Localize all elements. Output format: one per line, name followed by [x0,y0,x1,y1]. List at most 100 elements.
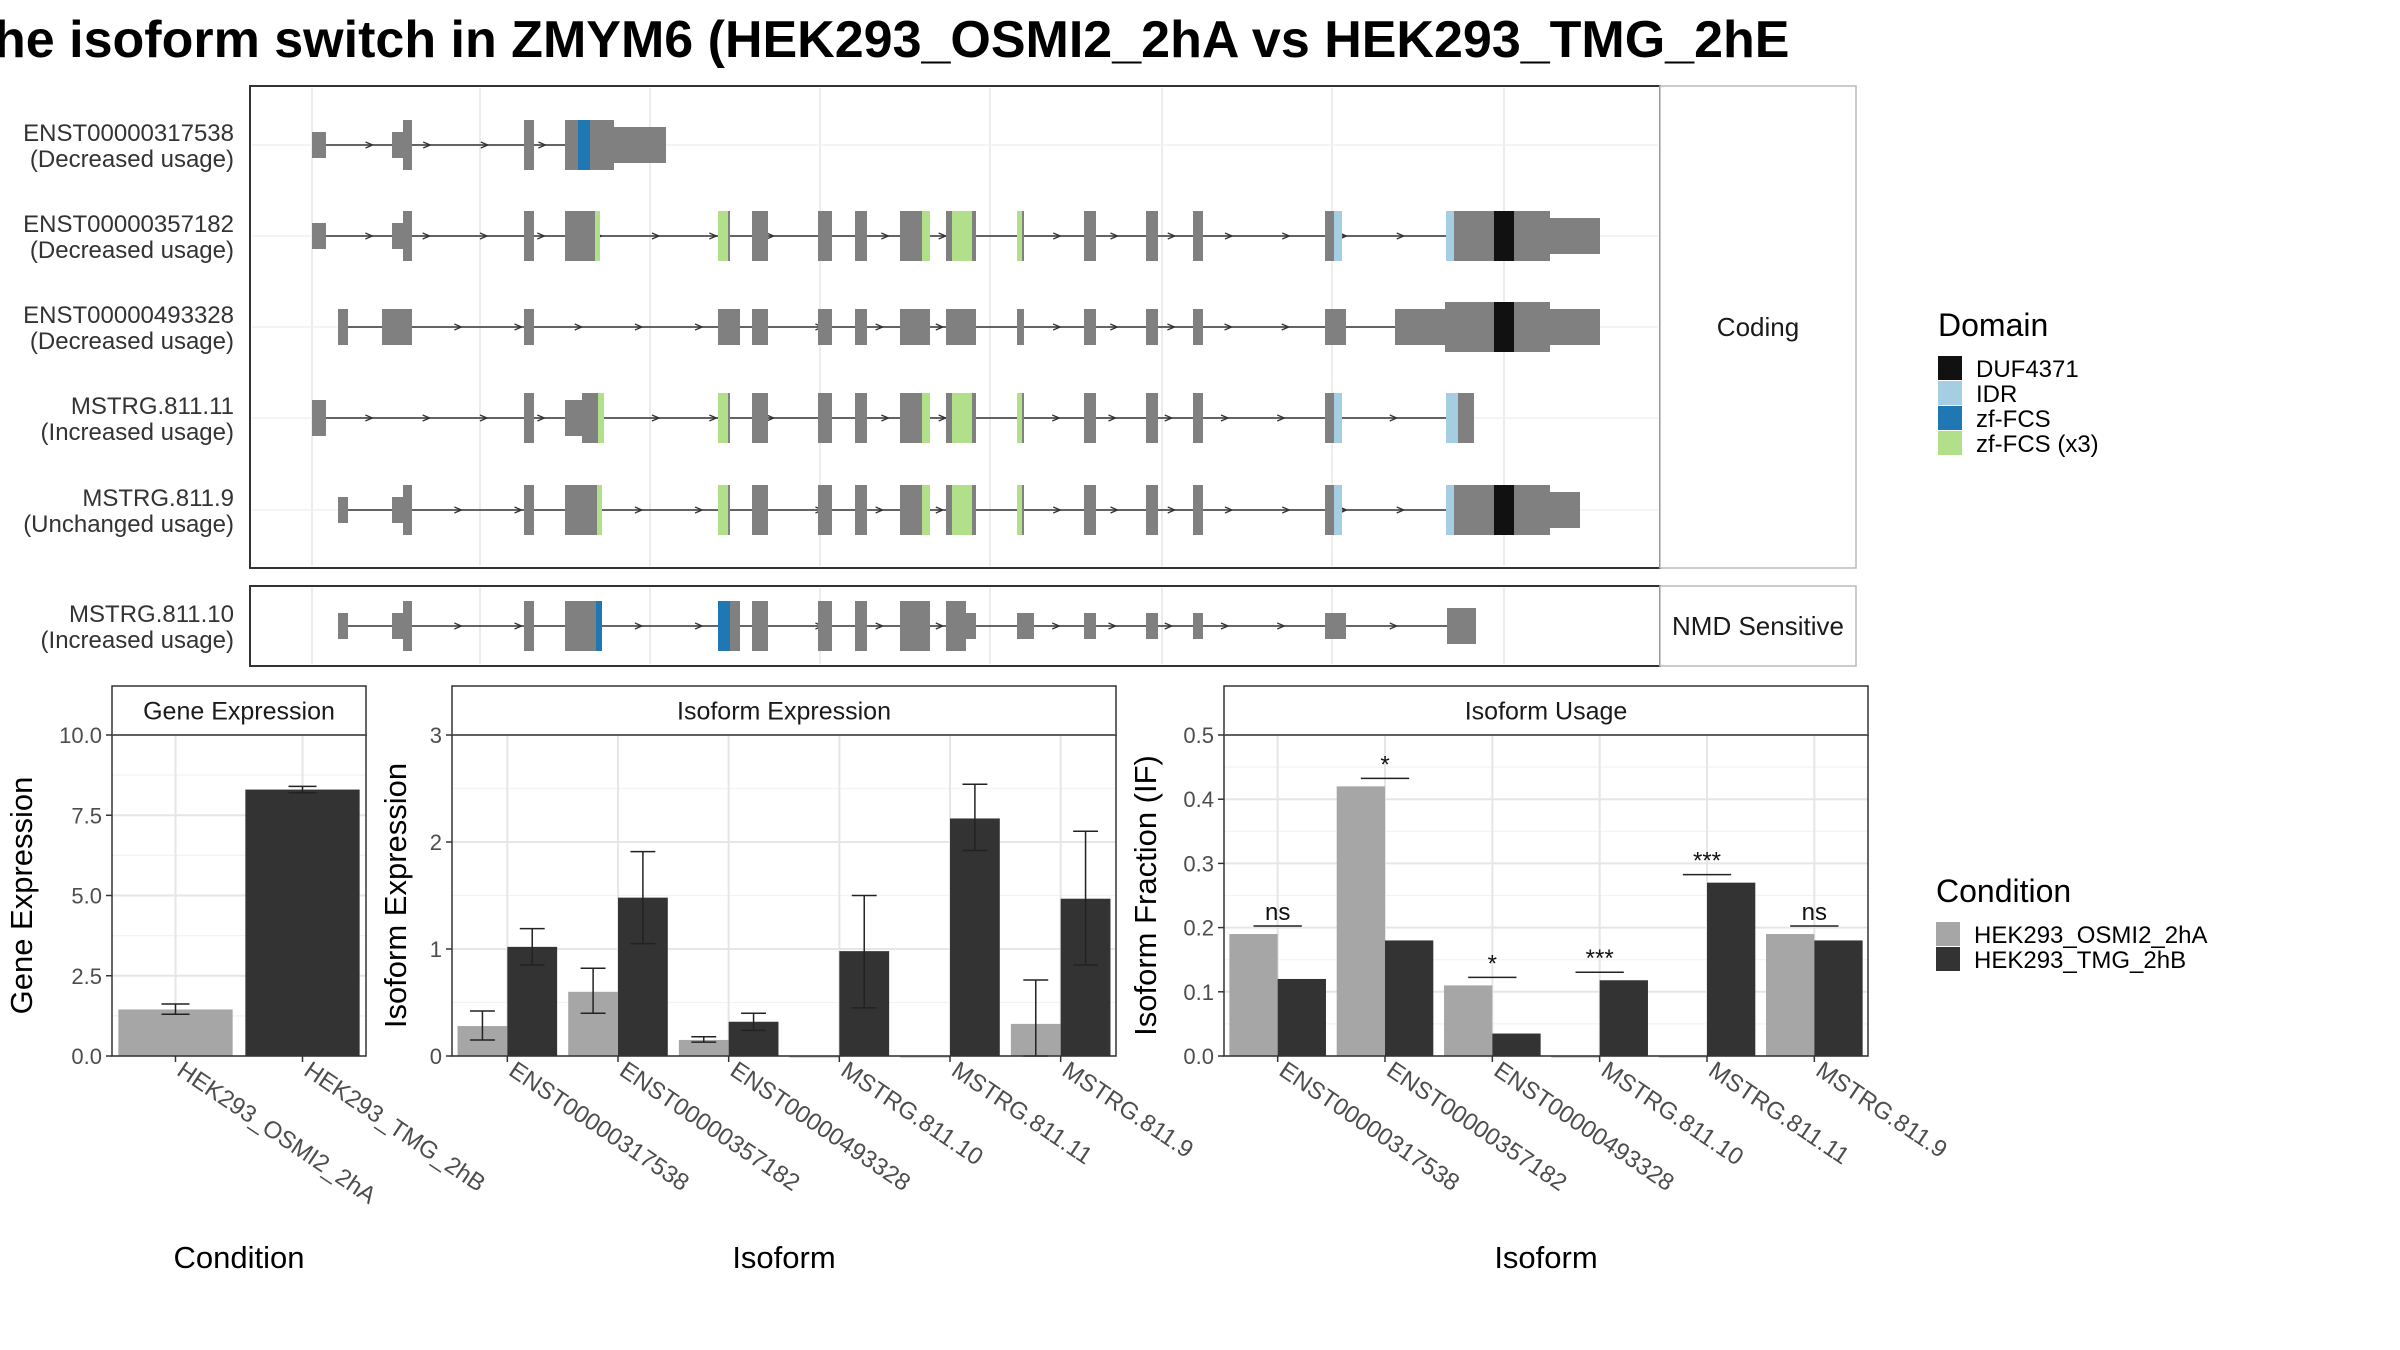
figure-title: he isoform switch in ZMYM6 (HEK293_OSMI2… [0,11,1789,69]
y-tick-label: 7.5 [71,803,102,828]
intron-arrow [1164,414,1174,422]
intron-arrow [422,141,432,149]
domain-duf4371 [1494,485,1514,535]
domain-zf-fcs-x3 [718,211,728,261]
legend-label-zf-fcs: zf-FCS [1976,406,2051,433]
intron-arrow [938,232,948,240]
x-axis-title: Isoform [1494,1240,1597,1275]
x-tick-label: ENST00000317538 [1274,1057,1464,1197]
exon [565,211,598,261]
domain-zf-fcs-x3 [952,211,958,261]
intron-arrow [766,414,776,422]
nmd-strip [1659,585,1857,667]
legend-label-duf4371: DUF4371 [1976,356,2079,383]
bar [1229,934,1278,1056]
domain-idr [1334,485,1342,535]
transcript-usage-label: (Decreased usage) [30,146,234,173]
y-tick-label: 0.1 [1183,980,1214,1005]
domain-legend-title: Domain [1938,307,2048,343]
intron-arrow [881,232,890,240]
exon [855,601,867,651]
exon [1193,309,1203,345]
transcript-id-label: MSTRG.811.9 [82,485,234,512]
exon [946,211,952,261]
y-tick-label: 10.0 [59,723,102,748]
intron-arrow [365,141,375,149]
intron-arrow [1220,414,1230,422]
exon [382,309,412,345]
intron-arrow [479,232,489,240]
exon [524,393,534,443]
x-axis-title: Isoform [732,1240,835,1275]
legend-label-zf-fcs-x3: zf-FCS (x3) [1976,431,2099,458]
chart-title: Isoform Expression [677,698,891,726]
intron-arrow [1220,622,1230,630]
facet-strip [111,685,367,736]
exon [946,309,976,345]
intron-arrow [634,323,644,331]
exon [1084,485,1096,535]
exon [1550,309,1600,345]
domain-duf4371 [1494,211,1514,261]
exon [403,211,412,261]
intron-arrow [1167,232,1177,240]
exon [312,400,326,436]
domain-idr [1334,393,1342,443]
legend-label-idr: IDR [1976,381,2017,408]
gene-expression-chart: Gene Expression0.02.55.07.510.0HEK293_OS… [4,685,490,1275]
intron-arrow [574,323,584,331]
exon [338,497,348,523]
bar [1277,978,1326,1056]
nmd-strip-label: NMD Sensitive [1672,611,1844,641]
exon [1146,613,1158,639]
exon [752,393,768,443]
intron-arrow [938,414,948,422]
domain-zf-fcs-x3 [597,485,602,535]
transcript-structure-panel: Coding NMD Sensitive ENST00000317538(Dec… [23,85,1857,667]
exon [312,132,326,158]
exon [752,485,768,535]
exon [1193,613,1203,639]
exon [818,309,832,345]
intron-arrow [935,323,945,331]
exon [338,613,348,639]
exon [1146,485,1158,535]
exon [1193,485,1203,535]
intron-arrow [694,323,704,331]
y-tick-label: 3 [430,723,442,748]
y-tick-label: 5.0 [71,884,102,909]
bar [950,818,1000,1056]
exon [524,601,534,651]
significance-label: * [1380,751,1389,778]
bar [1814,940,1863,1056]
intron-arrow [875,506,885,514]
intron-arrow [875,622,885,630]
transcript-usage-label: (Unchanged usage) [23,511,234,538]
significance-label: *** [1586,945,1614,972]
exon [1447,608,1476,644]
transcript-row-enst00000317538 [312,120,666,170]
condition-legend-title: Condition [1936,873,2071,909]
domain-zf-fcs-x3 [1017,485,1022,535]
significance-label: *** [1693,848,1721,875]
exon [392,223,404,249]
intron-arrow [1281,506,1291,514]
intron-arrow [365,414,374,422]
exon [338,309,348,345]
coding-strip-label: Coding [1717,312,1799,342]
y-tick-label: 0.0 [1183,1044,1214,1069]
intron-arrow [365,232,374,240]
facet-strip [1223,685,1869,736]
transcript-rows [312,120,1600,651]
bar [1492,1033,1541,1056]
exon [403,485,412,535]
exon [855,485,867,535]
intron-arrow [514,323,524,331]
bar [1766,934,1815,1056]
exon [1454,211,1494,261]
exon [752,309,768,345]
y-axis-title: Isoform Fraction (IF) [1128,755,1163,1036]
bar [1599,980,1648,1056]
isoform-expression-chart: Isoform Expression 0 1 2 3 ENST00000317538ENS… [378,685,1198,1275]
bar [1707,882,1756,1056]
